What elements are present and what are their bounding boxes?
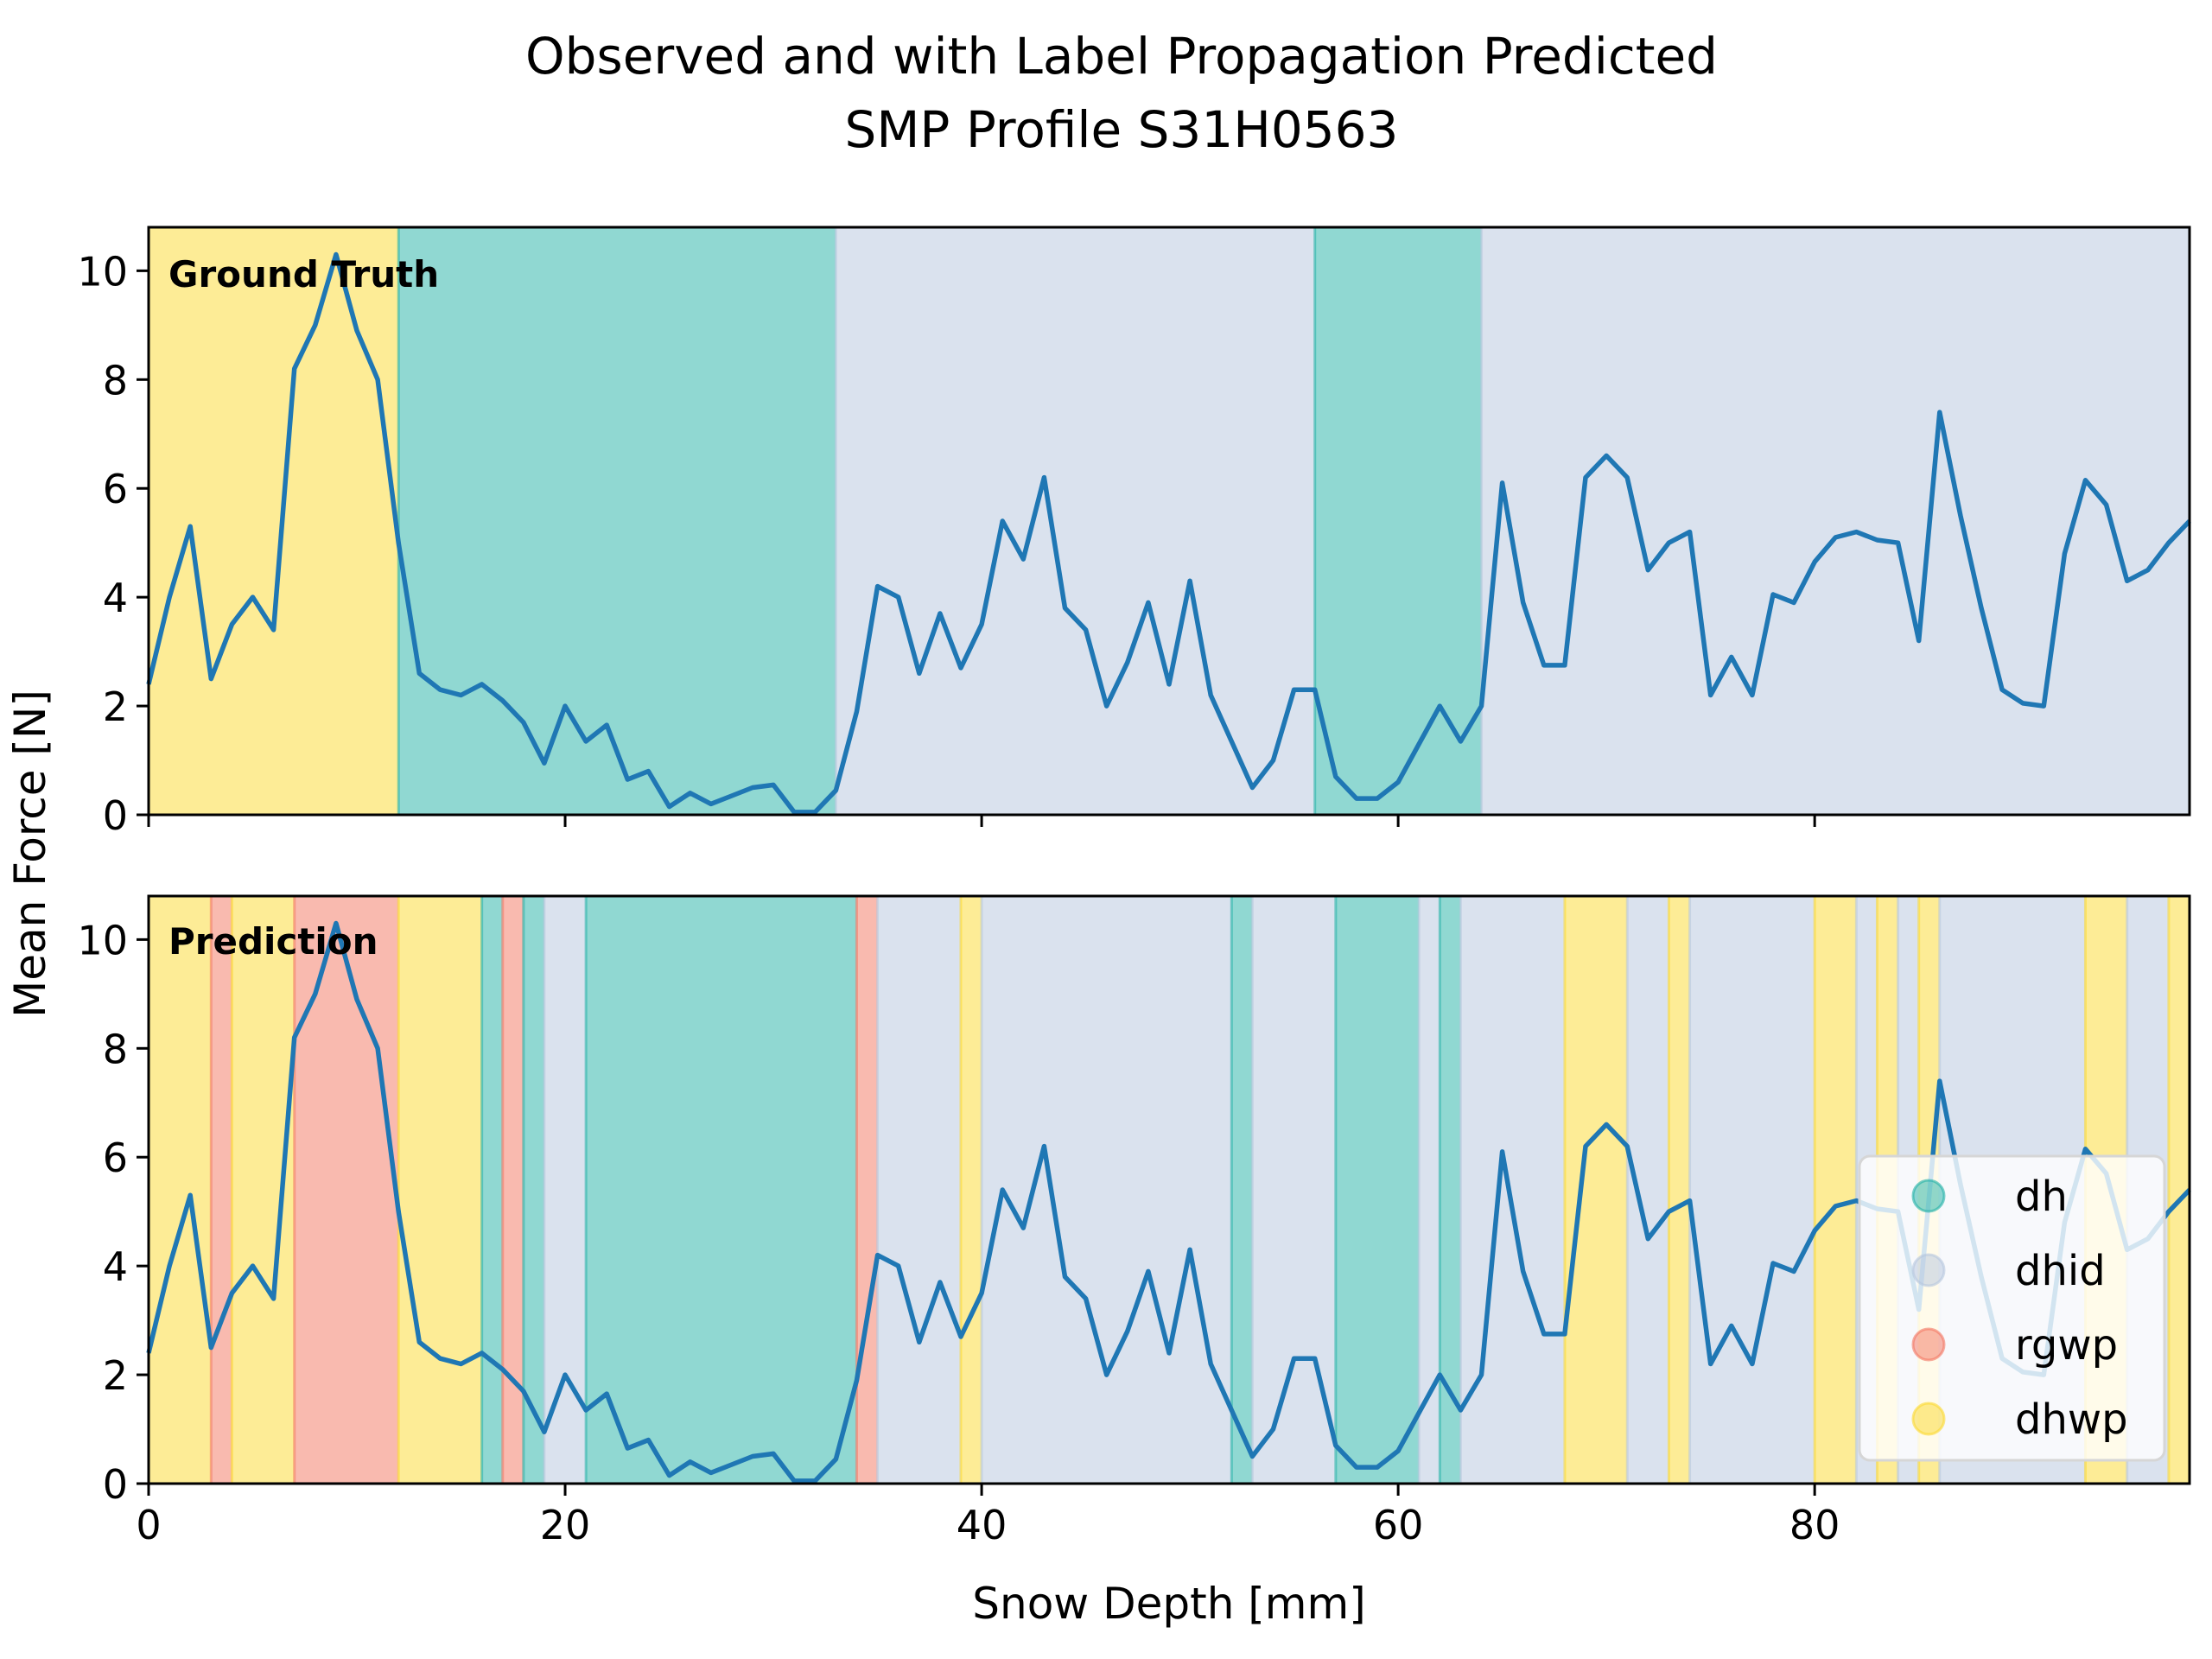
prediction-label: Prediction <box>168 920 378 963</box>
ground-truth-y-tick-label: 8 <box>103 357 128 404</box>
prediction-x-tick-label: 60 <box>1373 1502 1424 1548</box>
prediction-band-rgwp <box>856 896 878 1484</box>
prediction-band-dh <box>481 896 503 1484</box>
prediction-x-tick-label: 40 <box>957 1502 1007 1548</box>
legend-items: dh dhid rgwp dhwp <box>1911 1173 2128 1444</box>
ground-truth-bands <box>147 227 2190 815</box>
prediction-y-tick-label: 6 <box>103 1135 128 1181</box>
prediction-y-tick-label: 2 <box>103 1352 128 1399</box>
prediction-y-tick-label: 0 <box>103 1461 128 1508</box>
legend: dh dhid rgwp dhwp <box>1858 1154 2166 1462</box>
chart-title-line1: Observed and with Label Propagation Pred… <box>525 27 1718 86</box>
prediction-band-dh <box>523 896 544 1484</box>
prediction-band-dhid <box>543 896 587 1484</box>
prediction-x-tick-label: 80 <box>1789 1502 1840 1548</box>
prediction-band-dh <box>1231 896 1253 1484</box>
legend-marker-rgwp <box>1911 1327 1946 1362</box>
prediction-band-dhwp <box>1815 896 1857 1484</box>
x-axis-label: Snow Depth [mm] <box>972 1579 1365 1629</box>
prediction-band-dhid <box>1627 896 1669 1484</box>
ground-truth-band-dh <box>398 227 836 815</box>
ground-truth-panel: 0 2 4 6 8 10 Ground Truth <box>77 226 2191 839</box>
prediction-band-dhwp <box>398 896 482 1484</box>
prediction-y-tick-label: 8 <box>103 1026 128 1072</box>
prediction-band-dh <box>1440 896 1461 1484</box>
prediction-band-dhid <box>1689 896 1815 1484</box>
legend-marker-dhid <box>1911 1253 1946 1287</box>
prediction-y-tick-label: 10 <box>77 917 128 963</box>
prediction-band-dh <box>586 896 857 1484</box>
ground-truth-y-tick-label: 0 <box>103 792 128 839</box>
prediction-frame <box>147 894 2191 1485</box>
legend-box <box>1858 1154 2166 1462</box>
prediction-band-dh <box>1335 896 1420 1484</box>
prediction-y-tick-label: 4 <box>103 1243 128 1290</box>
prediction-x-tick-label: 0 <box>136 1502 161 1548</box>
legend-label-dhid: dhid <box>2015 1247 2106 1295</box>
y-axis-label: Mean Force [N] <box>5 690 55 1018</box>
prediction-band-dhwp <box>232 896 295 1484</box>
ground-truth-band-dh <box>1314 227 1482 815</box>
prediction-force-line <box>146 920 2191 1484</box>
legend-marker-dh <box>1911 1179 1946 1213</box>
prediction-band-dhwp <box>149 896 212 1484</box>
ground-truth-y-tick-label: 4 <box>103 575 128 621</box>
ground-truth-band-dhid <box>1481 227 2190 815</box>
legend-label-dh: dh <box>2015 1173 2068 1221</box>
ground-truth-band-dhwp <box>149 227 399 815</box>
ground-truth-force-line <box>146 251 2191 815</box>
prediction-x-ticks: 0 20 40 60 80 <box>136 1484 1840 1548</box>
prediction-band-rgwp <box>294 896 399 1484</box>
ground-truth-y-ticks: 0 2 4 6 8 10 <box>77 248 149 839</box>
ground-truth-frame <box>147 226 2191 817</box>
prediction-band-dhwp <box>2168 896 2190 1484</box>
prediction-band-dhid <box>982 896 1232 1484</box>
ground-truth-y-tick-label: 2 <box>103 683 128 730</box>
chart-title-line2: SMP Profile S31H0563 <box>845 100 1399 159</box>
prediction-x-tick-label: 20 <box>540 1502 591 1548</box>
prediction-band-dhwp <box>1564 896 1628 1484</box>
legend-marker-dhwp <box>1911 1402 1946 1436</box>
prediction-band-dhid <box>877 896 961 1484</box>
prediction-band-rgwp <box>211 896 232 1484</box>
ground-truth-y-tick-label: 6 <box>103 466 128 512</box>
ground-truth-x-ticks <box>147 815 1816 827</box>
prediction-band-dhwp <box>960 896 982 1484</box>
legend-label-dhwp: dhwp <box>2015 1395 2128 1444</box>
prediction-band-rgwp <box>502 896 524 1484</box>
ground-truth-label: Ground Truth <box>168 253 439 296</box>
ground-truth-y-tick-label: 10 <box>77 248 128 295</box>
legend-label-rgwp: rgwp <box>2015 1321 2118 1370</box>
prediction-band-dhid <box>1460 896 1565 1484</box>
ground-truth-band-dhid <box>836 227 1315 815</box>
prediction-y-ticks: 0 2 4 6 8 10 <box>77 917 149 1508</box>
prediction-band-dhwp <box>1669 896 1690 1484</box>
